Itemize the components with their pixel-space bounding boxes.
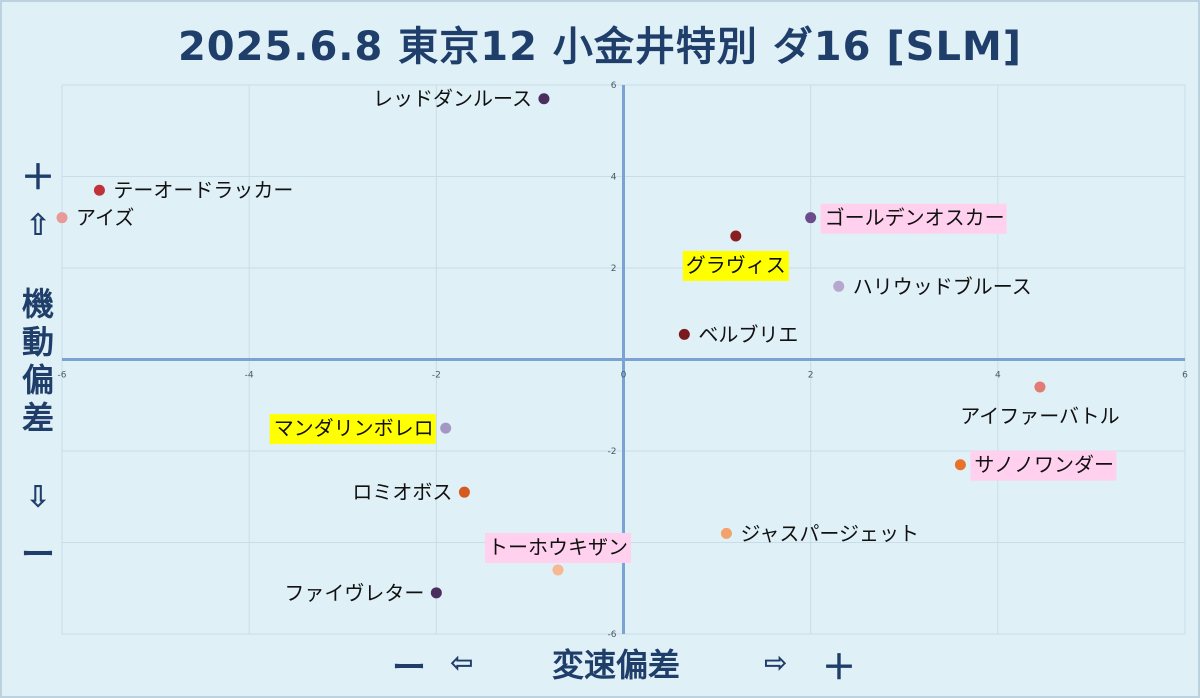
up-arrow-icon: ⇧ [25,208,51,243]
y-axis-label-char: 機 [21,285,54,323]
x-tick-label: -2 [432,371,441,381]
data-point [56,212,68,224]
point-label: ファイヴレター [284,581,424,605]
point-label: マンダリンボレロ [274,416,434,440]
label-highlight [269,414,436,445]
down-arrow-icon: ⇩ [25,480,51,515]
x-tick-label: 0 [621,371,627,381]
data-point [805,212,817,224]
point-label: レッドダンルース [373,87,532,111]
right-arrow-icon: ⇨ [764,646,788,679]
data-point [440,422,452,434]
y-axis-minus-sign: ー [21,535,55,575]
point-label: アイズ [76,206,134,230]
point-label: ロミオボス [352,480,452,504]
y-axis-label: 機動偏差 [8,285,68,437]
y-axis-plus-sign: ＋ [21,158,55,198]
x-axis-label: 変速偏差 [552,646,681,684]
data-point [93,184,105,196]
point-label: サノノワンダー [974,453,1114,477]
data-point [954,459,966,471]
y-tick-label: 2 [611,264,617,274]
y-axis-label-char: 差 [21,399,54,437]
point-label: ゴールデンオスカー [825,206,1005,230]
y-tick-label: 4 [611,173,617,183]
data-point [730,230,742,242]
point-label: アイファーバトル [960,404,1119,428]
x-tick-label: -4 [245,371,254,381]
data-point [458,486,470,498]
chart-title: 2025.6.8 東京12 小金井特別 ダ16 [SLM] [177,24,1023,70]
label-highlight [682,250,789,281]
y-axis-label-char: 動 [21,323,54,361]
x-tick-label: 6 [1182,371,1188,381]
data-point [538,93,550,105]
point-label: ハリウッドブルース [853,274,1032,298]
x-tick-label: 2 [808,371,814,381]
y-tick-label: 6 [611,81,617,91]
data-point [678,328,690,340]
y-axis-label-char: 偏 [21,361,54,399]
point-label: トーホウキザン [488,535,628,559]
data-point [833,280,845,292]
data-point [552,564,564,576]
label-highlight [484,532,631,563]
y-tick-label: -6 [608,630,617,640]
x-axis-plus-sign: ＋ [822,648,856,688]
point-label: ジャスパージェット [740,521,919,545]
label-highlight [820,203,1007,234]
label-highlight [970,450,1117,481]
point-label: グラヴィス [686,253,786,277]
left-arrow-icon: ⇦ [450,646,474,679]
point-label: テーオードラッカー [113,178,293,202]
data-point [720,527,732,539]
data-point [1034,381,1046,393]
y-tick-label: -2 [608,447,617,457]
data-point [430,587,442,599]
x-tick-label: 4 [995,371,1001,381]
x-tick-label: -6 [58,371,67,381]
x-axis-minus-sign: ー [392,648,426,688]
point-label: ベルブリエ [698,322,798,346]
